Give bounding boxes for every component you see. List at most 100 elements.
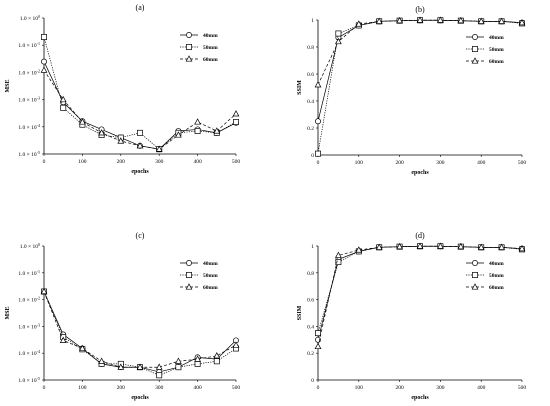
x-tick-label: 100 (355, 385, 364, 391)
x-tick-label: 300 (155, 159, 164, 165)
y-tick-label: 0 (311, 378, 314, 384)
legend-label: 60mm (489, 285, 504, 291)
data-point (213, 358, 220, 365)
data-point (232, 110, 240, 117)
legend-marker (186, 272, 192, 278)
y-tick-label: 1.0 × 10-4 (18, 122, 40, 131)
data-point (60, 104, 67, 111)
chart-4: (d) 0 100 200 300 400 500 0 0.2 0.4 0.6 0.8 1 epochs S… (297, 231, 526, 401)
x-tick-label: 200 (117, 385, 126, 391)
chart-1: (a) 0 100 200 300 400 500 1.0 × 10-5 1.0 × 10-4 1… (5, 3, 240, 175)
series-line (43, 291, 237, 373)
y-tick-label: 1 (311, 18, 314, 24)
series-40mm (41, 288, 239, 375)
series-line (43, 61, 237, 150)
x-tick-label: 400 (477, 385, 486, 391)
data-point (518, 18, 526, 26)
y-axis-label: MSE (5, 79, 11, 92)
legend-label: 40mm (203, 261, 218, 267)
data-point (213, 127, 221, 134)
data-point (457, 242, 465, 250)
series-line (43, 36, 237, 150)
data-point (156, 372, 163, 379)
x-tick-label: 0 (43, 159, 46, 165)
legend-entry: 50mm (180, 272, 218, 279)
data-point (355, 246, 363, 253)
x-tick-label: 200 (395, 160, 404, 166)
data-point (477, 17, 485, 24)
data-point (137, 129, 143, 136)
series-60mm (314, 16, 526, 88)
series-line (43, 291, 237, 368)
x-tick-label: 200 (117, 159, 126, 165)
legend-marker (185, 55, 193, 62)
data-point (232, 341, 240, 348)
data-point (396, 16, 403, 24)
data-point (498, 17, 505, 24)
x-axis-label: epochs (411, 170, 429, 176)
data-point (59, 95, 67, 103)
series-40mm (41, 58, 239, 153)
y-tick-label: 1 (311, 244, 314, 250)
y-tick-label: 0.6 (307, 298, 314, 304)
x-tick-label: 100 (355, 160, 364, 166)
y-tick-label: 1.0 × 10-2 (18, 295, 40, 304)
data-point (416, 242, 424, 249)
y-tick-label: 1.0 × 100 (20, 242, 40, 251)
data-point (117, 137, 125, 144)
y-tick-label: 1.0 × 100 (20, 14, 40, 23)
y-tick-label: 0.4 (307, 99, 314, 105)
data-point (315, 118, 321, 125)
x-tick-label: 0 (317, 385, 320, 391)
legend-entry: 60mm (466, 283, 504, 291)
legend-marker (186, 44, 192, 50)
legend-entry: 40mm (466, 34, 504, 41)
y-axis-label: SSIM (297, 305, 303, 320)
data-point (416, 16, 424, 23)
y-tick-label: 1.0 × 10-1 (18, 41, 40, 50)
series-40mm (315, 243, 525, 343)
y-tick-label: 0.8 (307, 271, 314, 277)
data-point (335, 30, 342, 37)
data-point (233, 119, 239, 125)
legend-label: 40mm (489, 35, 504, 41)
legend-entry: 50mm (466, 46, 504, 53)
y-tick-label: 0.8 (307, 45, 314, 51)
x-tick-label: 400 (477, 160, 486, 166)
legend-label: 50mm (489, 47, 504, 53)
data-point (117, 363, 125, 370)
y-tick-label: 1.0 × 10-4 (18, 349, 40, 358)
series-line (43, 70, 237, 150)
x-tick-label: 400 (193, 385, 202, 391)
data-point (315, 150, 321, 157)
legend-label: 60mm (203, 57, 218, 63)
data-point (40, 66, 48, 73)
legend-marker (472, 46, 478, 52)
x-tick-label: 100 (78, 159, 87, 165)
data-point (437, 242, 444, 249)
legend-marker (472, 34, 478, 40)
panel-title: (b) (415, 5, 425, 14)
series-40mm (315, 17, 525, 125)
data-point (41, 34, 47, 40)
legend-label: 40mm (489, 261, 504, 267)
data-point (175, 357, 182, 364)
legend-marker (186, 32, 192, 38)
data-point (396, 242, 403, 250)
series-60mm (40, 66, 240, 152)
legend-entry: 40mm (180, 32, 218, 39)
legend-label: 60mm (489, 59, 504, 65)
data-point (457, 16, 465, 24)
legend-label: 50mm (489, 273, 504, 279)
x-tick-label: 0 (317, 160, 320, 166)
legend-marker (471, 57, 479, 64)
legend-marker (185, 283, 193, 290)
data-point (437, 16, 444, 23)
legend-marker (472, 272, 478, 278)
y-tick-label: 1.0 × 10-5 (18, 376, 40, 385)
legend-marker (472, 260, 478, 266)
y-tick-label: 1.0 × 10-2 (18, 68, 40, 77)
panel-title: (c) (136, 231, 145, 240)
x-tick-label: 500 (232, 159, 241, 165)
data-point (477, 243, 485, 250)
